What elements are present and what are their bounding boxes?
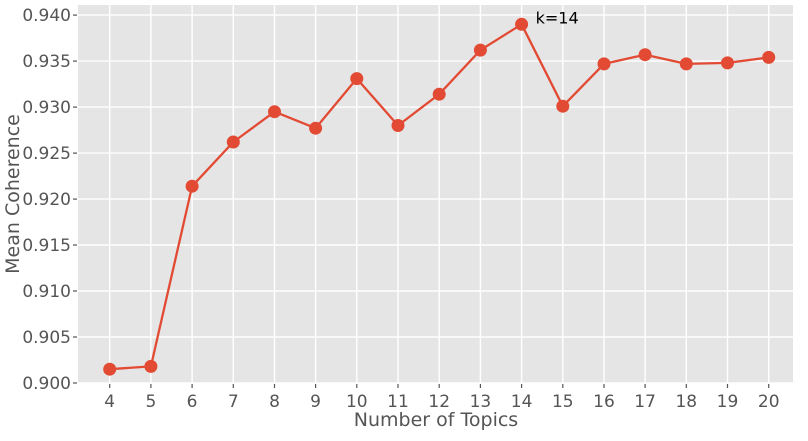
tick-marks xyxy=(73,14,770,388)
data-point-k14 xyxy=(515,17,529,31)
data-point-k5 xyxy=(144,359,158,373)
y-tick-label: 0.940 xyxy=(22,6,71,26)
x-tick-label: 15 xyxy=(552,392,574,412)
y-tick-label: 0.925 xyxy=(22,144,71,164)
data-point-k6 xyxy=(185,179,199,193)
plot-area xyxy=(78,5,793,383)
y-tick-label: 0.935 xyxy=(22,52,71,72)
x-tick-label: 18 xyxy=(675,392,697,412)
data-point-k13 xyxy=(473,43,487,57)
data-point-k20 xyxy=(762,50,776,64)
x-tick-label: 14 xyxy=(511,392,533,412)
gridlines xyxy=(78,5,793,384)
y-tick-labels: 0.900 0.905 0.910 0.915 0.920 0.925 0.930 0.935… xyxy=(22,6,71,394)
data-point-k17 xyxy=(638,48,652,62)
data-point-k10 xyxy=(350,72,364,86)
data-point-k12 xyxy=(432,87,446,101)
x-tick-label: 9 xyxy=(310,392,321,412)
data-point-k8 xyxy=(268,105,281,119)
x-tick-label: 11 xyxy=(387,392,409,412)
y-tick-label: 0.910 xyxy=(22,282,71,302)
data-point-k7 xyxy=(226,135,240,149)
y-tick-label: 0.930 xyxy=(22,98,71,118)
x-tick-label: 7 xyxy=(228,392,239,412)
data-point-k9 xyxy=(309,121,323,135)
data-point-k11 xyxy=(391,119,405,132)
y-tick-label: 0.900 xyxy=(22,374,71,394)
x-tick-label: 17 xyxy=(634,392,656,412)
data-point-k16 xyxy=(597,57,611,71)
x-tick-label: 6 xyxy=(187,392,198,412)
x-tick-label: 10 xyxy=(346,392,368,412)
data-point-k19 xyxy=(721,56,734,70)
x-tick-labels: 4 5 6 7 8 9 10 11 12 13 14 15 16 17 18 19 20 xyxy=(104,392,779,412)
y-tick-label: 0.915 xyxy=(22,236,71,256)
x-tick-label: 19 xyxy=(717,392,739,412)
y-tick-label: 0.905 xyxy=(22,328,71,348)
annotation-k14: k=14 xyxy=(536,8,579,27)
x-tick-label: 20 xyxy=(758,392,780,412)
data-point-k4 xyxy=(103,362,117,376)
x-axis-label: Number of Topics xyxy=(354,409,518,431)
y-tick-label: 0.920 xyxy=(22,190,71,210)
x-tick-label: 8 xyxy=(269,392,280,412)
x-tick-label: 4 xyxy=(104,392,115,412)
x-tick-label: 12 xyxy=(428,392,450,412)
x-tick-label: 5 xyxy=(145,392,156,412)
data-point-k18 xyxy=(679,57,693,71)
x-tick-label: 13 xyxy=(470,392,492,412)
data-point-k15 xyxy=(556,99,570,113)
x-tick-label: 16 xyxy=(593,392,615,412)
y-axis-label: Mean Coherence xyxy=(2,114,24,274)
series-mean-coherence xyxy=(103,17,776,376)
